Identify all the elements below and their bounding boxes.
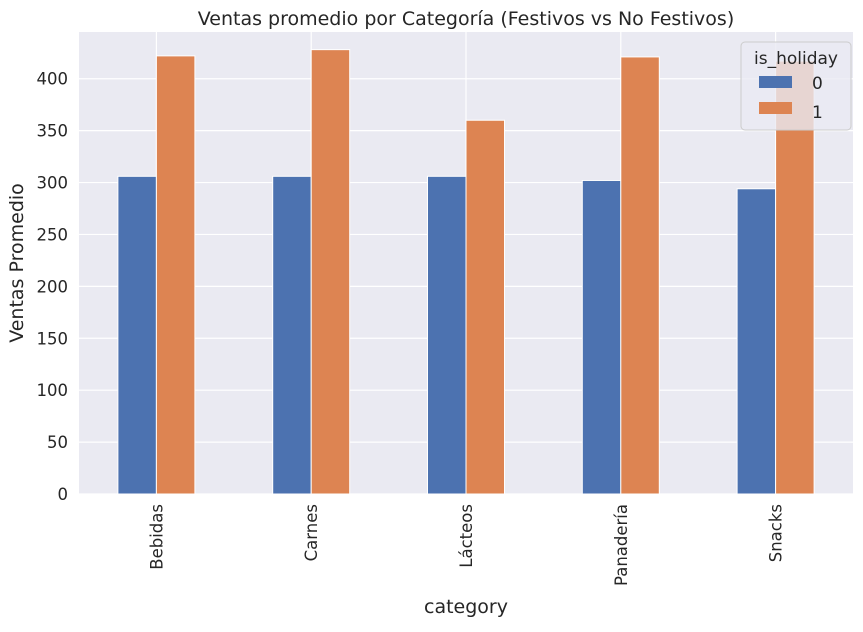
y-tick-label: 50 — [47, 433, 68, 452]
bars — [117, 49, 815, 495]
x-tick-label: Carnes — [302, 504, 321, 561]
bar-series-0-4 — [736, 188, 777, 495]
bar-series-1-4 — [775, 60, 815, 495]
y-tick-label: 100 — [37, 381, 69, 400]
legend-label-series-1: 1 — [812, 103, 823, 123]
x-tick-label: Panadería — [612, 504, 631, 586]
y-tick-label: 250 — [37, 225, 69, 244]
y-tick-label: 0 — [58, 485, 69, 504]
x-tick-label: Bebidas — [147, 504, 166, 570]
legend: is_holiday 0 1 — [740, 41, 852, 131]
y-tick-label: 300 — [37, 174, 69, 193]
y-tick-label: 350 — [37, 122, 69, 141]
bar-series-1-2 — [465, 119, 505, 495]
y-tick-label: 200 — [37, 277, 69, 296]
bar-series-0-3 — [581, 179, 622, 495]
legend-label-series-0: 0 — [812, 74, 823, 94]
y-axis-label: Ventas Promedio — [6, 183, 28, 343]
bar-series-1-3 — [620, 56, 660, 495]
x-axis-label: category — [424, 596, 508, 618]
legend-swatch-series-0 — [759, 76, 792, 88]
bar-series-1-1 — [310, 49, 351, 495]
bar-series-1-0 — [155, 55, 196, 495]
legend-title: is_holiday — [754, 49, 838, 69]
chart-title: Ventas promedio por Categoría (Festivos … — [198, 8, 734, 30]
bar-series-0-2 — [427, 175, 467, 495]
x-tick-label: Lácteos — [457, 504, 476, 568]
x-tick-labels: Bebidas Carnes Lácteos Panadería Snacks — [147, 504, 785, 586]
bar-series-0-1 — [272, 175, 312, 495]
y-tick-labels: 0 50 100 150 200 250 300 350 400 — [37, 70, 69, 504]
legend-swatch-series-1 — [759, 102, 792, 114]
bar-series-0-0 — [117, 175, 157, 495]
x-tick-label: Snacks — [767, 504, 786, 562]
y-tick-label: 150 — [37, 329, 69, 348]
y-tick-label: 400 — [37, 70, 69, 89]
